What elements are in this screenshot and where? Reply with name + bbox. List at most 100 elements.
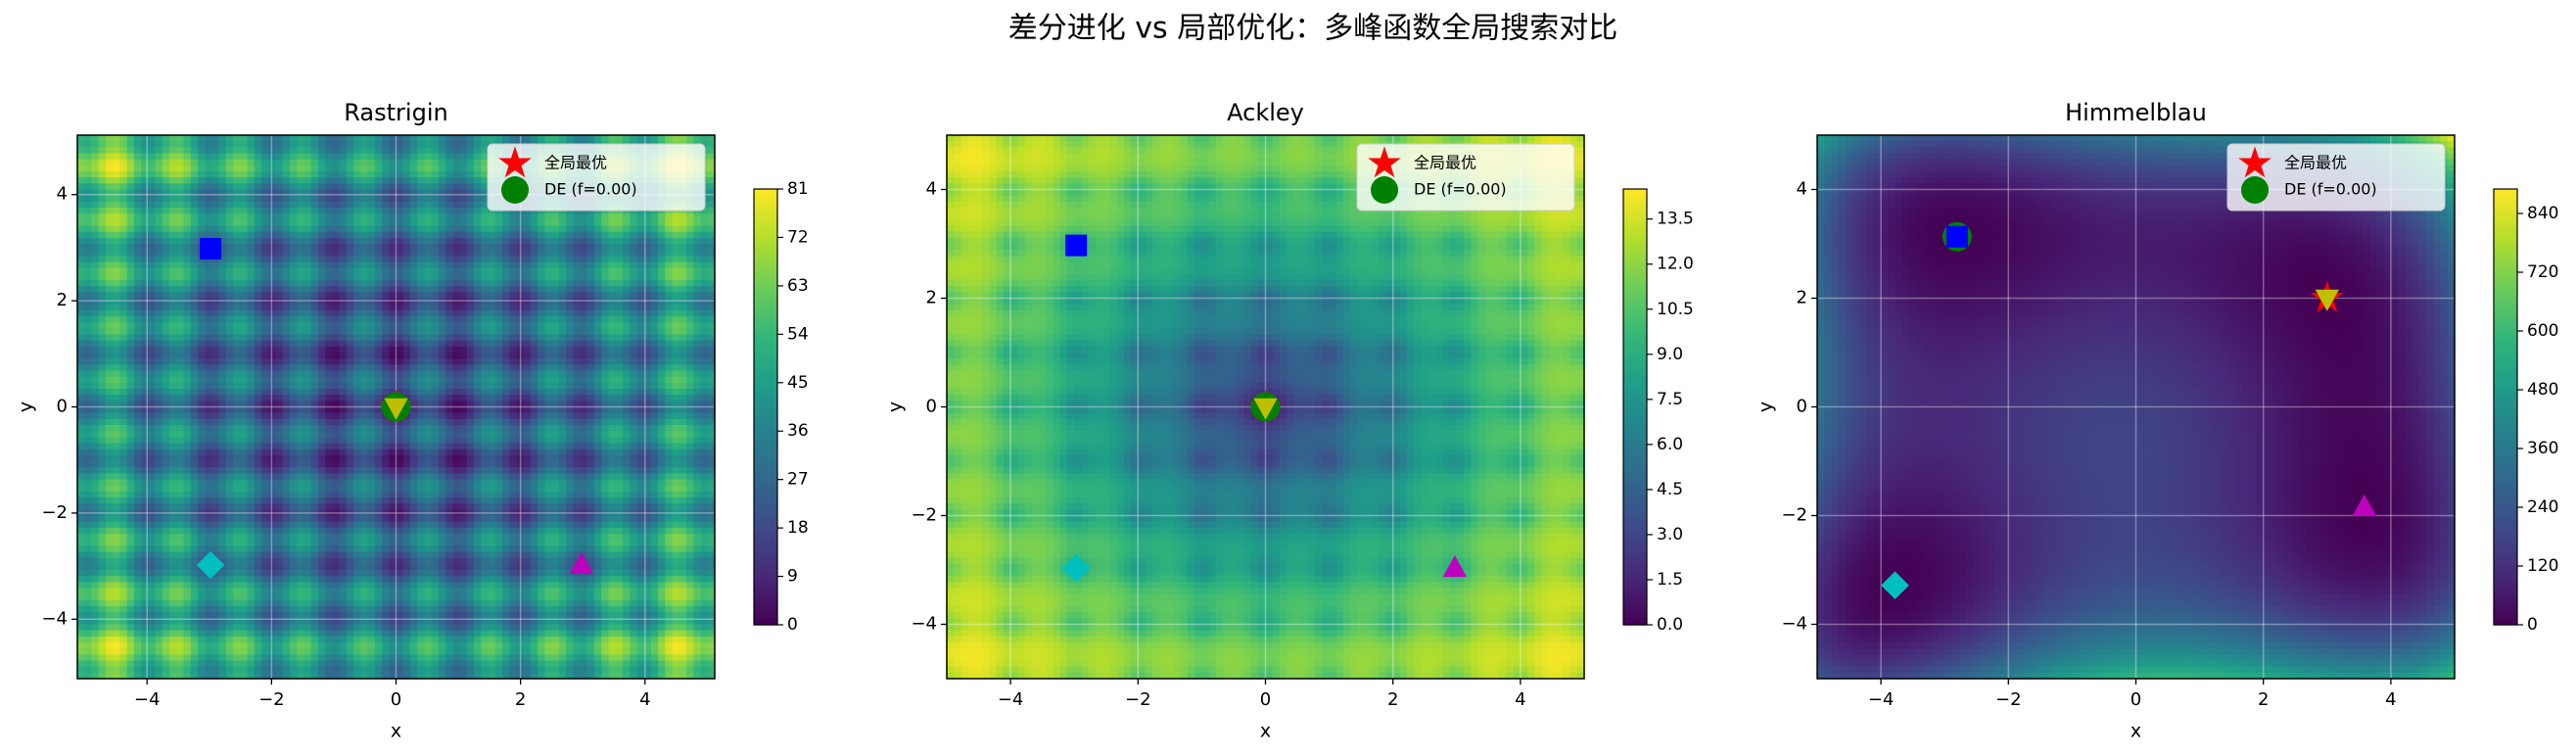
heat-cell <box>282 563 291 571</box>
heat-cell <box>297 618 305 626</box>
heat-cell <box>254 618 262 626</box>
heat-cell <box>438 534 446 541</box>
heat-cell <box>275 666 284 674</box>
heat-cell <box>155 273 164 281</box>
heat-cell <box>396 425 404 432</box>
heat-cell <box>332 491 341 498</box>
heat-cell <box>176 642 185 649</box>
heat-cell <box>91 461 100 468</box>
heat-cell <box>297 636 305 643</box>
heat-cell <box>438 273 446 281</box>
heat-cell <box>119 534 128 541</box>
heat-cell <box>155 141 164 148</box>
heat-cell <box>409 479 418 487</box>
heat-cell <box>317 443 326 450</box>
heat-cell <box>155 624 164 632</box>
heat-cell <box>409 660 418 668</box>
heat-cell <box>409 509 418 517</box>
heat-cell <box>169 395 177 402</box>
heat-cell <box>176 576 185 583</box>
heat-cell <box>155 599 164 607</box>
heat-cell <box>332 322 341 329</box>
heat-cell <box>431 389 440 396</box>
heat-cell <box>233 412 241 420</box>
heat-cell <box>382 141 390 148</box>
heat-cell <box>346 443 354 450</box>
heat-cell <box>382 135 390 142</box>
heat-cell <box>424 454 433 462</box>
heat-cell <box>190 563 199 571</box>
heat-cell <box>126 382 135 390</box>
heat-cell <box>452 171 461 178</box>
heat-cell <box>261 473 269 481</box>
heat-cell <box>268 231 277 239</box>
heat-cell <box>275 534 284 541</box>
heat-cell <box>339 273 348 281</box>
heat-cell <box>205 612 213 619</box>
heat-cell <box>225 654 234 662</box>
heat-cell <box>148 364 157 372</box>
heat-cell <box>176 431 185 438</box>
heat-cell <box>141 418 149 426</box>
heat-cell <box>211 545 220 553</box>
heat-cell <box>91 334 100 342</box>
heat-cell <box>459 244 468 251</box>
heat-cell <box>218 636 227 643</box>
heat-cell <box>360 491 369 498</box>
heat-cell <box>247 208 256 214</box>
heat-cell <box>183 545 192 553</box>
heat-cell <box>402 358 411 365</box>
heat-cell <box>261 576 269 583</box>
heat-cell <box>91 660 100 668</box>
heat-cell <box>268 328 277 336</box>
heat-cell <box>374 636 383 643</box>
heat-cell <box>126 449 135 456</box>
heat-cell <box>282 280 291 287</box>
heat-cell <box>275 515 284 523</box>
heat-cell <box>113 273 120 281</box>
heat-cell <box>247 630 256 638</box>
heat-cell <box>409 588 418 595</box>
heat-cell <box>268 563 277 571</box>
heat-cell <box>190 588 199 595</box>
heat-cell <box>409 642 418 649</box>
heat-cell <box>183 576 192 583</box>
heat-cell <box>396 171 404 178</box>
heat-cell <box>445 135 453 142</box>
heat-cell <box>389 443 398 450</box>
heat-cell <box>402 618 411 626</box>
heat-cell <box>268 479 277 487</box>
heat-cell <box>233 141 241 148</box>
heat-cell <box>148 280 157 287</box>
heat-cell <box>346 225 354 233</box>
heat-cell <box>247 177 256 184</box>
heat-cell <box>353 418 361 426</box>
heat-cell <box>459 509 468 517</box>
heat-cell <box>113 322 120 329</box>
heat-cell <box>247 431 256 438</box>
heat-cell <box>346 292 354 300</box>
heat-cell <box>190 213 199 220</box>
heat-cell <box>205 358 213 365</box>
heat-cell <box>141 171 149 178</box>
heat-cell <box>119 624 128 632</box>
heat-cell <box>155 612 164 619</box>
heat-cell <box>240 189 249 197</box>
heat-cell <box>261 563 269 571</box>
heat-cell <box>339 237 348 245</box>
heat-cell <box>240 467 249 474</box>
heat-cell <box>310 219 319 227</box>
heat-cell <box>113 309 120 317</box>
heat-cell <box>148 521 157 529</box>
heat-cell <box>141 406 149 414</box>
heat-cell <box>197 153 206 161</box>
heat-cell <box>105 370 114 378</box>
heat-cell <box>113 382 120 390</box>
heat-cell <box>445 412 453 420</box>
heat-cell <box>133 256 142 263</box>
heat-cell <box>389 353 398 359</box>
heat-cell <box>353 491 361 498</box>
heat-cell <box>466 328 475 336</box>
heat-cell <box>367 660 376 668</box>
heat-cell <box>466 304 475 311</box>
